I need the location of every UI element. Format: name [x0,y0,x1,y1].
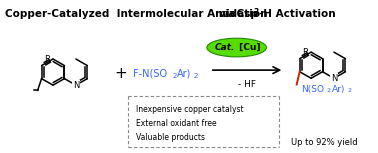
Ellipse shape [207,38,266,57]
Text: Copper-Catalyzed  Intermolecular Amidation: Copper-Catalyzed Intermolecular Amidatio… [5,9,271,19]
Text: N: N [73,81,79,90]
Text: Up to 92% yield: Up to 92% yield [291,138,357,147]
Text: [Cu]: [Cu] [235,43,260,52]
Text: Csp: Csp [233,9,257,19]
FancyArrowPatch shape [212,67,280,73]
Text: External oxidant free: External oxidant free [136,119,217,128]
Text: R: R [302,48,308,57]
Text: 2: 2 [194,73,198,79]
Text: via: via [219,9,236,19]
Text: Ar): Ar) [332,86,345,95]
Text: R: R [44,54,50,63]
Text: Ar): Ar) [177,68,192,78]
Text: Cat.: Cat. [214,43,235,52]
Text: - HF: - HF [238,80,256,89]
Text: N(SO: N(SO [301,86,324,95]
Text: 2: 2 [172,73,177,79]
Text: Valuable products: Valuable products [136,133,205,142]
Text: N: N [331,74,337,83]
Text: -H Activation: -H Activation [259,9,336,19]
Text: Inexpensive copper catalyst: Inexpensive copper catalyst [136,105,244,114]
Text: +: + [114,66,127,81]
Text: F-N(SO: F-N(SO [133,68,167,78]
Text: 2: 2 [327,88,330,93]
Text: 2: 2 [347,88,351,93]
Text: 3: 3 [254,8,259,17]
